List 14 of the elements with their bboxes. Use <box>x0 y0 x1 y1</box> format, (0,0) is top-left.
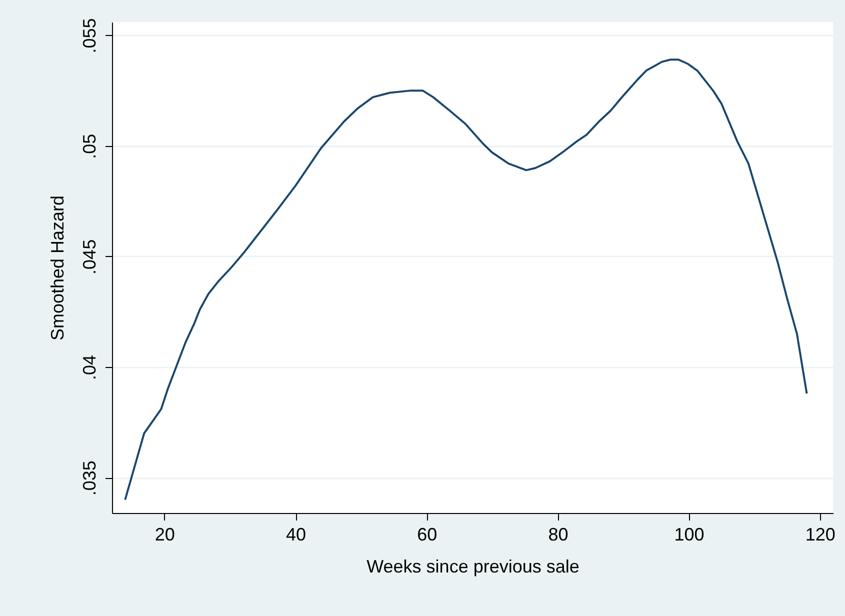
y-tick-label: .045 <box>80 239 100 274</box>
y-tick-label: .04 <box>80 355 100 380</box>
y-tick-label: .055 <box>80 18 100 54</box>
y-tick-label: .05 <box>80 134 100 159</box>
x-tick-label: 40 <box>286 524 306 544</box>
x-tick-label: 100 <box>674 524 704 544</box>
y-tick-label: .035 <box>80 460 100 496</box>
x-axis-title: Weeks since previous sale <box>366 556 580 576</box>
y-axis-title: Smoothed Hazard <box>48 195 68 341</box>
x-tick-label: 120 <box>805 524 836 544</box>
x-tick-label: 80 <box>548 524 568 544</box>
x-tick-label: 60 <box>417 524 438 544</box>
line-series <box>124 58 808 501</box>
x-tick-label: 20 <box>154 524 175 544</box>
